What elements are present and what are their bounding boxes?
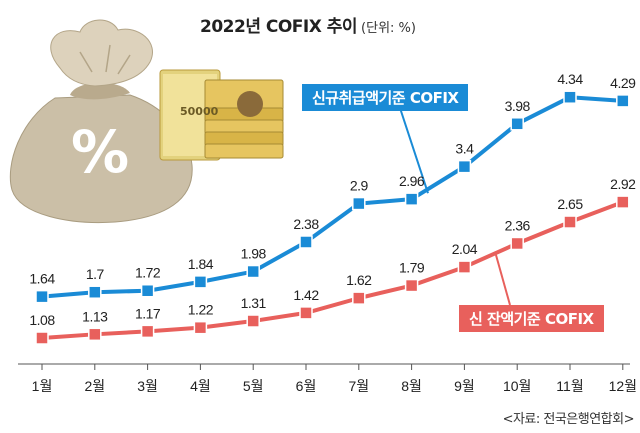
data-point bbox=[563, 90, 577, 104]
data-label: 1.64 bbox=[29, 271, 55, 287]
data-label: 2.38 bbox=[293, 216, 319, 232]
data-point bbox=[457, 260, 472, 274]
banknote-value: 50000 bbox=[180, 105, 219, 118]
data-point bbox=[140, 324, 155, 339]
data-point bbox=[616, 94, 630, 108]
data-point bbox=[352, 196, 366, 211]
chart-title-block: 2022년 COFIX 추이 (단위: %) bbox=[200, 12, 416, 37]
data-label: 2.92 bbox=[610, 176, 636, 192]
x-axis: 1월 2월 3월 4월 5월 6월 7월 8월 9월 10월 11월 12월 bbox=[18, 363, 637, 394]
legend-label-new-cofix: 신규취급액기준 COFIX bbox=[302, 84, 469, 111]
data-label: 1.7 bbox=[86, 266, 105, 282]
data-label: 1.79 bbox=[399, 260, 425, 276]
x-tick-label: 3월 bbox=[137, 378, 158, 394]
data-point bbox=[246, 314, 260, 328]
data-label: 2.04 bbox=[452, 241, 478, 257]
data-point bbox=[140, 283, 155, 298]
data-point bbox=[35, 289, 49, 304]
x-tick-label: 9월 bbox=[454, 378, 475, 394]
data-point bbox=[88, 327, 102, 342]
x-tick-label: 4월 bbox=[190, 378, 211, 394]
data-label: 3.4 bbox=[455, 141, 474, 157]
data-label: 1.17 bbox=[135, 305, 161, 321]
data-point bbox=[616, 195, 630, 209]
data-label: 1.84 bbox=[188, 256, 214, 272]
legend-label-balance-cofix: 신 잔액기준 COFIX bbox=[459, 305, 604, 332]
data-point bbox=[563, 215, 577, 229]
data-point bbox=[404, 192, 419, 206]
data-point bbox=[510, 117, 524, 131]
data-label: 1.98 bbox=[241, 246, 267, 262]
data-point bbox=[299, 235, 313, 249]
data-label: 2.36 bbox=[505, 217, 531, 233]
leader-line-new-cofix bbox=[399, 107, 429, 194]
series-line-0 bbox=[41, 95, 623, 299]
data-label: 1.22 bbox=[188, 302, 214, 318]
series-markers bbox=[35, 90, 630, 345]
x-tick-label: 10월 bbox=[503, 378, 531, 394]
x-tick-label: 1월 bbox=[32, 378, 53, 394]
illustration: % 50000 bbox=[9, 19, 284, 223]
data-point bbox=[35, 331, 49, 345]
data-label: 2.9 bbox=[350, 178, 369, 194]
x-tick-label: 2월 bbox=[84, 378, 105, 394]
x-tick-label: 8월 bbox=[401, 378, 422, 394]
data-point bbox=[352, 291, 366, 305]
series-line-1 bbox=[41, 200, 624, 341]
x-tick-label: 6월 bbox=[296, 378, 317, 394]
data-label: 1.31 bbox=[241, 295, 267, 311]
data-point bbox=[193, 275, 208, 289]
leader-line-balance-cofix bbox=[494, 251, 511, 306]
data-point bbox=[457, 159, 472, 174]
x-tick-label: 5월 bbox=[243, 378, 264, 394]
money-bag-icon: % bbox=[9, 19, 193, 223]
data-label: 1.13 bbox=[82, 308, 108, 324]
data-point bbox=[246, 264, 260, 279]
data-label: 4.29 bbox=[610, 75, 636, 91]
data-label: 1.42 bbox=[293, 287, 319, 303]
series-lines bbox=[41, 95, 624, 341]
source-note: <자료: 전국은행연합회> bbox=[502, 412, 635, 427]
bag-percent-symbol: % bbox=[71, 118, 129, 186]
data-point bbox=[404, 278, 419, 293]
data-label: 1.08 bbox=[29, 312, 55, 328]
data-label: 3.98 bbox=[505, 98, 531, 114]
data-label: 2.96 bbox=[399, 173, 425, 189]
data-label: 4.34 bbox=[557, 71, 583, 87]
chart-unit: (단위: %) bbox=[361, 21, 416, 36]
banknote-stack-icon: 50000 bbox=[159, 69, 284, 161]
data-point bbox=[510, 236, 524, 251]
data-label: 2.65 bbox=[557, 196, 583, 212]
data-labels: 1.64 1.7 1.72 1.84 1.98 2.38 2.9 2.96 3.4 3.98 4.3… bbox=[29, 71, 636, 328]
x-tick-label: 7월 bbox=[348, 378, 369, 394]
data-point bbox=[193, 320, 208, 335]
data-label: 1.72 bbox=[135, 265, 161, 281]
x-tick-label: 12월 bbox=[609, 378, 637, 394]
x-tick-label: 11월 bbox=[556, 378, 583, 394]
data-point bbox=[88, 285, 102, 299]
chart-title: 2022년 COFIX 추이 bbox=[200, 17, 358, 37]
data-point bbox=[299, 306, 313, 320]
data-label: 1.62 bbox=[346, 272, 372, 288]
